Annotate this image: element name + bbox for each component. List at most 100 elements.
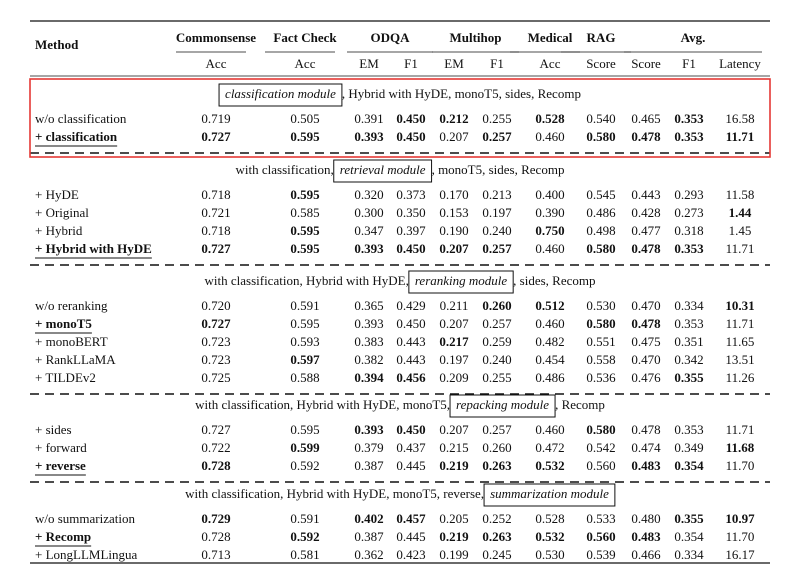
value-cell: 0.595 [290, 316, 319, 331]
value-cell: 0.727 [201, 129, 231, 144]
value-cell: 0.478 [631, 129, 661, 144]
module-label: reranking module [415, 273, 508, 288]
method-cell: + sides [35, 422, 72, 437]
method-cell: + Original [35, 205, 89, 220]
value-cell: 0.580 [586, 129, 615, 144]
module-label: classification module [225, 86, 336, 101]
value-cell: 0.318 [674, 223, 703, 238]
value-cell: 0.593 [290, 334, 319, 349]
metric-header: EM [444, 56, 464, 71]
metric-header: Acc [295, 56, 316, 71]
value-cell: 0.393 [354, 316, 383, 331]
caption-text: with classification, Hybrid with HyDE, [205, 273, 409, 288]
value-cell: 0.450 [396, 129, 425, 144]
value-cell: 0.505 [290, 111, 319, 126]
value-cell: 0.483 [631, 458, 661, 473]
value-cell: 0.460 [535, 129, 564, 144]
method-cell: + RankLLaMA [35, 352, 116, 367]
value-cell: 0.373 [396, 187, 425, 202]
value-cell: 0.391 [354, 111, 383, 126]
value-cell: 0.240 [482, 223, 511, 238]
value-cell: 0.532 [535, 529, 564, 544]
value-cell: 0.350 [396, 205, 425, 220]
value-cell: 0.219 [439, 458, 469, 473]
value-cell: 0.387 [354, 529, 384, 544]
value-cell: 0.197 [439, 352, 469, 367]
value-cell: 0.460 [535, 241, 564, 256]
value-cell: 0.362 [354, 547, 383, 562]
value-cell: 0.259 [482, 334, 511, 349]
value-cell: 0.558 [586, 352, 615, 367]
caption-text: , Hybrid with HyDE, monoT5, sides, Recom… [342, 86, 581, 101]
value-cell: 0.217 [439, 334, 469, 349]
value-cell: 0.382 [354, 352, 383, 367]
value-cell: 0.728 [201, 458, 231, 473]
value-cell: 0.390 [535, 205, 564, 220]
value-cell: 11.70 [726, 458, 755, 473]
value-cell: 0.454 [535, 352, 565, 367]
value-cell: 0.342 [674, 352, 703, 367]
value-cell: 0.443 [396, 334, 425, 349]
value-cell: 0.530 [586, 298, 615, 313]
value-cell: 0.533 [586, 511, 615, 526]
value-cell: 0.595 [290, 187, 320, 202]
value-cell: 11.71 [726, 316, 755, 331]
value-cell: 0.720 [201, 298, 230, 313]
value-cell: 0.353 [674, 129, 704, 144]
method-cell: + classification [35, 129, 118, 144]
value-cell: 0.595 [290, 241, 320, 256]
value-cell: 0.512 [535, 298, 564, 313]
value-cell: 0.257 [482, 129, 512, 144]
value-cell: 0.599 [290, 440, 320, 455]
value-cell: 0.394 [354, 370, 384, 385]
method-cell: + LongLLMLingua [35, 547, 138, 562]
group-header: Avg. [681, 30, 706, 45]
value-cell: 0.207 [439, 241, 469, 256]
value-cell: 0.205 [439, 511, 468, 526]
value-cell: 0.353 [674, 111, 704, 126]
value-cell: 0.199 [439, 547, 468, 562]
value-cell: 0.402 [354, 511, 383, 526]
value-cell: 0.252 [482, 511, 511, 526]
value-cell: 0.260 [482, 440, 511, 455]
value-cell: 0.349 [674, 440, 703, 455]
value-cell: 0.750 [535, 223, 564, 238]
module-label: repacking module [456, 397, 549, 412]
value-cell: 0.207 [439, 129, 469, 144]
value-cell: 0.591 [290, 511, 319, 526]
value-cell: 0.379 [354, 440, 383, 455]
metric-header: Acc [540, 56, 561, 71]
value-cell: 0.353 [674, 422, 703, 437]
value-cell: 0.719 [201, 111, 230, 126]
value-cell: 0.211 [440, 298, 469, 313]
caption-text: , Recomp [555, 397, 605, 412]
value-cell: 0.300 [354, 205, 383, 220]
method-cell: + monoBERT [35, 334, 108, 349]
group-header: Fact Check [273, 30, 337, 45]
value-cell: 11.26 [726, 370, 755, 385]
module-box [483, 483, 616, 507]
value-cell: 11.71 [726, 129, 755, 144]
value-cell: 16.58 [725, 111, 754, 126]
value-cell: 0.560 [586, 458, 615, 473]
value-cell: 0.580 [586, 422, 615, 437]
value-cell: 0.475 [631, 334, 660, 349]
value-cell: 0.383 [354, 334, 383, 349]
value-cell: 0.353 [674, 316, 703, 331]
value-cell: 11.65 [726, 334, 755, 349]
metric-header: F1 [682, 56, 696, 71]
value-cell: 0.580 [586, 316, 615, 331]
value-cell: 0.437 [396, 440, 426, 455]
value-cell: 0.450 [396, 422, 425, 437]
value-cell: 0.478 [631, 316, 661, 331]
value-cell: 0.727 [201, 422, 231, 437]
value-cell: 0.456 [396, 370, 426, 385]
value-cell: 0.443 [631, 187, 660, 202]
value-cell: 11.68 [726, 440, 755, 455]
value-cell: 0.450 [396, 241, 425, 256]
value-cell: 0.539 [586, 547, 615, 562]
value-cell: 0.263 [482, 529, 512, 544]
method-cell: + Hybrid [35, 223, 83, 238]
